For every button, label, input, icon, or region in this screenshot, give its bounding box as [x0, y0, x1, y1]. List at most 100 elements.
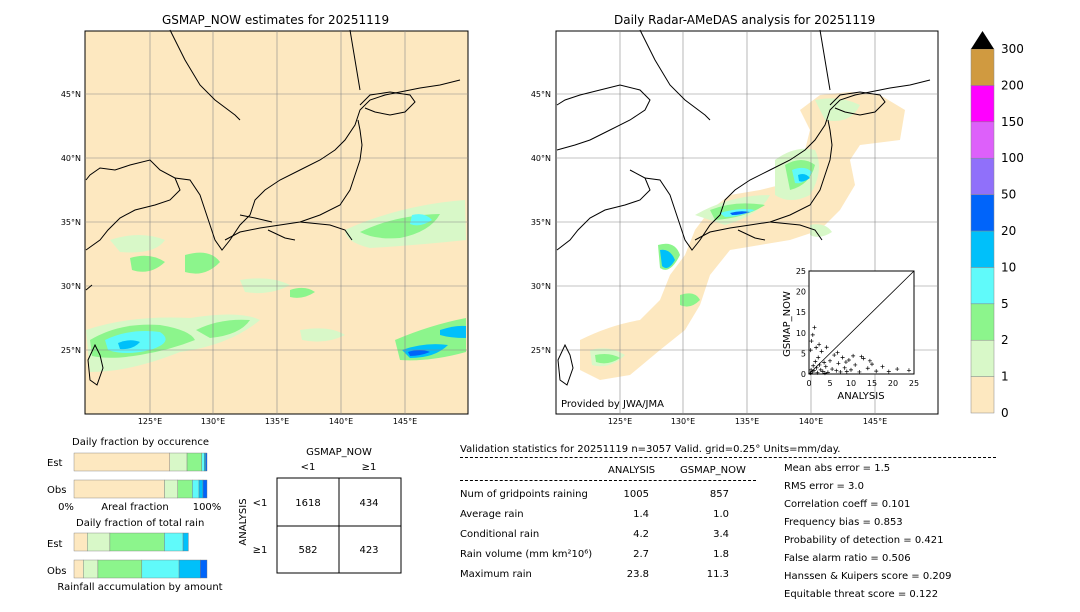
colorbar-block [970, 157, 995, 195]
stats-row-analysis: 1.4 [633, 509, 649, 520]
colorbar-tick-labels: 0 1 2 5 10 20 50 100 150 200 300 [1001, 42, 1024, 420]
scatter-point [836, 361, 841, 366]
bar-segment [177, 479, 193, 499]
stats-row-gsmap: 1.0 [713, 509, 729, 520]
bar-segment [202, 479, 208, 499]
stats-row-gsmap: 1.8 [713, 549, 729, 560]
left-map-grid [85, 31, 468, 414]
lat-label: 30°N [61, 282, 81, 291]
colorbar-tick-label: 300 [1001, 42, 1024, 56]
scatter-point [838, 369, 843, 374]
scatter-y-tick: 20 [796, 288, 806, 297]
scatter-inset: 0 5 10 15 20 25 0 5 10 15 20 25 ANALYSIS GSMAP_NOW [782, 267, 919, 402]
bar-segment [192, 479, 200, 499]
scatter-point [823, 364, 828, 369]
scatter-point [865, 366, 870, 371]
lon-label: 140°E [799, 417, 823, 426]
contingency-title: GSMAP_NOW [306, 447, 372, 458]
left-map: 45°N 40°N 35°N 30°N 25°N 125°E 130°E 135… [61, 29, 469, 426]
occurrence-title: Daily fraction by occurence [72, 437, 210, 448]
total-rain-chart: Est Obs Rainfall accumulation by amount [47, 532, 223, 593]
occurrence-x-max: 100% [193, 502, 222, 513]
lat-label: 25°N [531, 346, 551, 355]
colorbar-tick-label: 2 [1001, 333, 1009, 347]
occurrence-est-label: Est [47, 458, 63, 469]
scatter-point [874, 369, 879, 374]
bar-segment [164, 532, 184, 552]
stats-row-gsmap: 3.4 [713, 529, 729, 540]
scatter-point [832, 353, 837, 358]
occurrence-obs-label: Obs [47, 485, 66, 496]
scatter-x-tick: 10 [846, 379, 856, 388]
scatter-point [857, 369, 862, 374]
colorbar-block [970, 194, 995, 232]
bar-segment [97, 559, 143, 579]
occurrence-bars [73, 452, 208, 499]
scatter-point [844, 369, 849, 374]
scatter-point [846, 357, 851, 362]
bar-segment [73, 479, 165, 499]
scatter-point [820, 369, 825, 374]
right-map-lat-labels: 45°N 40°N 35°N 30°N 25°N [531, 90, 551, 355]
stats-row-gsmap: 857 [709, 489, 729, 500]
stats-row-analysis: 4.2 [633, 529, 649, 540]
stats-table-rule [460, 480, 756, 481]
stats-header: Validation statistics for 20251119 n=305… [460, 444, 841, 455]
bar-segment [205, 452, 208, 472]
scatter-point [842, 365, 847, 370]
score-line: Equitable threat score = 0.122 [784, 589, 939, 600]
colorbar-block [970, 85, 995, 123]
colorbar-tick-label: 0 [1001, 406, 1009, 420]
score-line: Mean abs error = 1.5 [784, 463, 891, 474]
bar-segment [141, 559, 180, 579]
scatter-point [851, 353, 856, 358]
lat-label: 25°N [61, 346, 81, 355]
stats-row-analysis: 2.7 [633, 549, 649, 560]
scatter-x-tick: 0 [806, 379, 811, 388]
bar-segment [182, 532, 189, 552]
bar-segment [178, 559, 201, 579]
lon-label: 145°E [393, 417, 417, 426]
scatter-x-tick: 25 [909, 379, 919, 388]
scatter-point [818, 367, 823, 372]
scatter-point [812, 368, 817, 373]
scatter-point [849, 367, 853, 372]
contingency-col-header: <1 [301, 462, 316, 473]
right-map-coastline [556, 29, 931, 386]
bar-segment [201, 452, 205, 472]
data-credit: Provided by JWA/JMA [561, 399, 664, 410]
occurrence-chart: Est Obs 0% 100% Areal fraction [47, 452, 222, 513]
scatter-point [822, 371, 827, 376]
left-map-lon-labels: 125°E 130°E 135°E 140°E 145°E [138, 417, 417, 426]
scatter-point [828, 358, 832, 363]
total-rain-title: Daily fraction of total rain [76, 518, 205, 529]
scatter-point [816, 355, 821, 360]
stats-row-analysis: 23.8 [626, 569, 649, 580]
score-line: Probability of detection = 0.421 [784, 535, 944, 546]
scatter-point [825, 370, 830, 375]
lat-label: 40°N [531, 154, 551, 163]
colorbar-tick-label: 150 [1001, 115, 1024, 129]
scatter-point [809, 339, 814, 344]
right-map-lon-labels: 125°E 130°E 135°E 140°E 145°E [608, 417, 887, 426]
score-line: Correlation coeff = 0.101 [784, 499, 911, 510]
stats-header-rule [460, 457, 996, 458]
occurrence-x-min: 0% [58, 502, 74, 513]
right-map-title: Daily Radar-AMeDAS analysis for 20251119 [614, 13, 876, 27]
lat-label: 30°N [531, 282, 551, 291]
contingency-cell: 582 [298, 545, 317, 556]
colorbar: 0 1 2 5 10 20 50 100 150 200 300 [970, 31, 1024, 420]
total-rain-bars [73, 532, 208, 579]
scatter-point [815, 370, 820, 375]
scatter-point [906, 368, 911, 373]
scatter-y-tick: 5 [801, 349, 806, 358]
bar-segment [169, 452, 188, 472]
score-line: RMS error = 3.0 [784, 481, 864, 492]
scatter-point [814, 345, 819, 350]
colorbar-block [970, 230, 995, 268]
contingency-col-header: ≥1 [362, 462, 377, 473]
bar-segment [73, 532, 88, 552]
lon-label: 145°E [863, 417, 887, 426]
stats-col-gsmap: GSMAP_NOW [680, 465, 746, 476]
scatter-y-tick: 10 [796, 329, 806, 338]
